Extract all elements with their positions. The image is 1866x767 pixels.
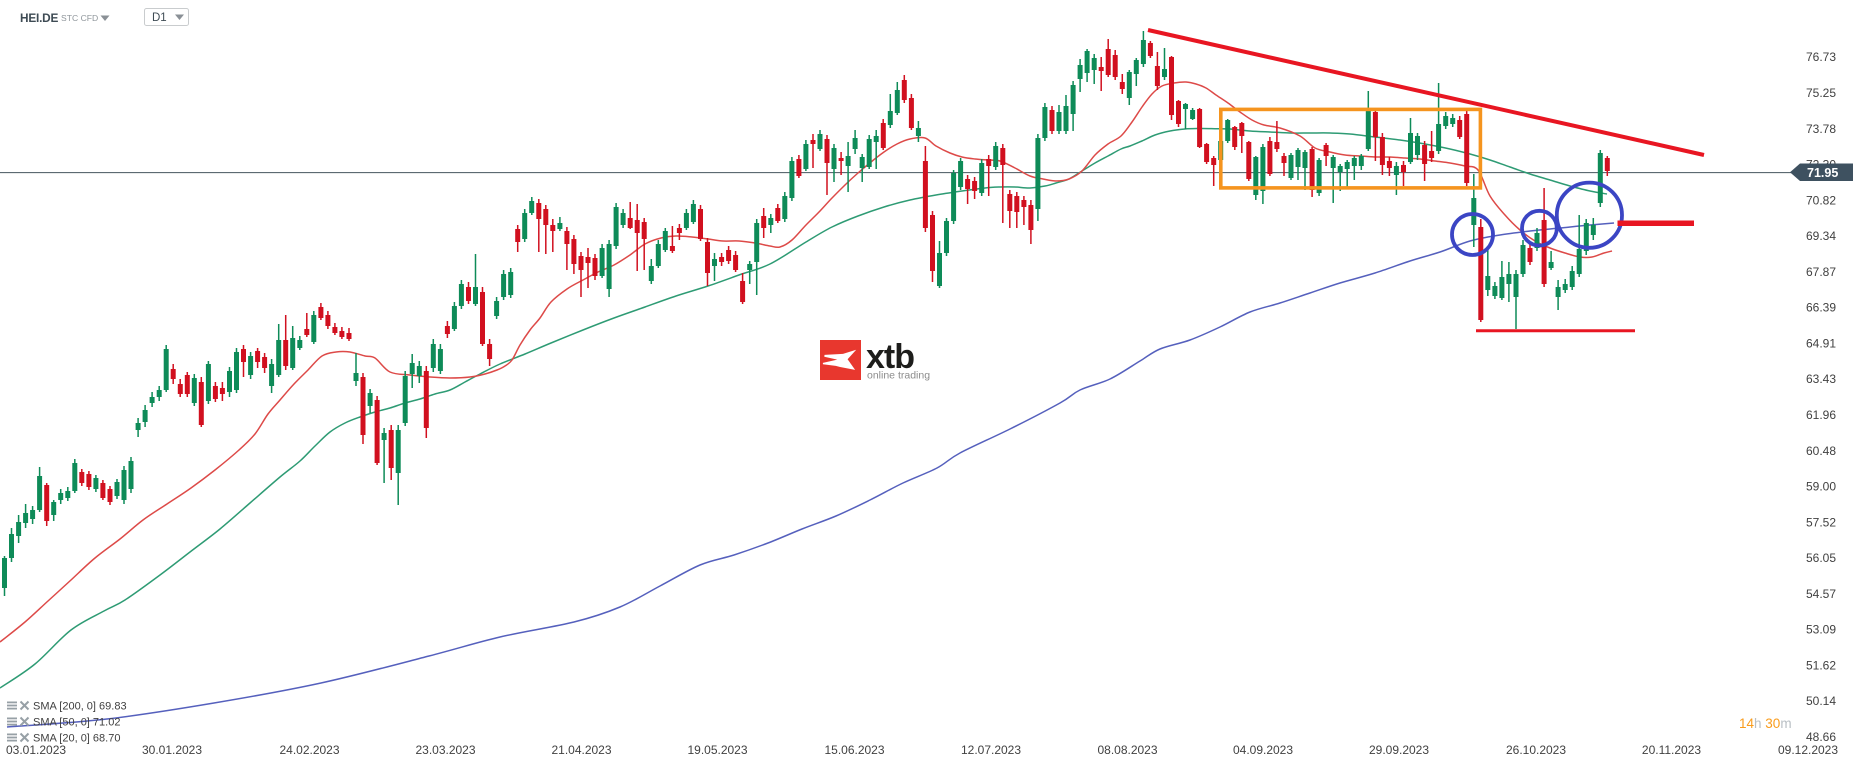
svg-text:08.08.2023: 08.08.2023 xyxy=(1097,743,1157,757)
svg-text:50.14: 50.14 xyxy=(1806,694,1836,708)
svg-text:60.48: 60.48 xyxy=(1806,444,1836,458)
svg-text:57.52: 57.52 xyxy=(1806,515,1836,529)
svg-text:24.02.2023: 24.02.2023 xyxy=(279,743,339,757)
svg-text:xtb: xtb xyxy=(866,338,914,376)
svg-text:19.05.2023: 19.05.2023 xyxy=(687,743,747,757)
svg-text:12.07.2023: 12.07.2023 xyxy=(961,743,1021,757)
svg-text:70.82: 70.82 xyxy=(1806,193,1836,207)
svg-text:69.34: 69.34 xyxy=(1806,229,1836,243)
svg-text:66.39: 66.39 xyxy=(1806,301,1836,315)
svg-text:75.25: 75.25 xyxy=(1806,86,1836,100)
svg-text:64.91: 64.91 xyxy=(1806,336,1836,350)
svg-text:D1: D1 xyxy=(152,12,167,24)
svg-text:63.43: 63.43 xyxy=(1806,372,1836,386)
svg-text:71.95: 71.95 xyxy=(1807,166,1838,180)
svg-text:04.09.2023: 04.09.2023 xyxy=(1233,743,1293,757)
svg-text:09.12.2023: 09.12.2023 xyxy=(1778,743,1838,757)
svg-text:03.01.2023: 03.01.2023 xyxy=(6,743,66,757)
svg-text:30.01.2023: 30.01.2023 xyxy=(142,743,202,757)
svg-text:20.11.2023: 20.11.2023 xyxy=(1642,743,1701,757)
svg-text:59.00: 59.00 xyxy=(1806,480,1836,494)
svg-text:STC CFD: STC CFD xyxy=(61,13,98,23)
svg-text:SMA [50, 0] 71.02: SMA [50, 0] 71.02 xyxy=(33,717,120,729)
svg-text:15.06.2023: 15.06.2023 xyxy=(824,743,884,757)
svg-text:67.87: 67.87 xyxy=(1806,265,1836,279)
svg-text:14h 30m: 14h 30m xyxy=(1739,716,1792,731)
svg-text:SMA [200, 0] 69.83: SMA [200, 0] 69.83 xyxy=(33,701,127,713)
svg-text:76.73: 76.73 xyxy=(1806,50,1836,64)
svg-text:56.05: 56.05 xyxy=(1806,551,1836,565)
svg-text:48.66: 48.66 xyxy=(1806,730,1836,744)
svg-text:HEI.DE: HEI.DE xyxy=(20,11,58,25)
svg-text:online trading: online trading xyxy=(867,370,930,382)
svg-text:29.09.2023: 29.09.2023 xyxy=(1369,743,1429,757)
svg-text:21.04.2023: 21.04.2023 xyxy=(551,743,611,757)
svg-text:51.62: 51.62 xyxy=(1806,658,1836,672)
svg-text:73.78: 73.78 xyxy=(1806,122,1836,136)
svg-text:23.03.2023: 23.03.2023 xyxy=(415,743,475,757)
svg-text:61.96: 61.96 xyxy=(1806,408,1836,422)
svg-text:53.09: 53.09 xyxy=(1806,623,1836,637)
svg-text:SMA [20, 0] 68.70: SMA [20, 0] 68.70 xyxy=(33,733,120,745)
svg-text:26.10.2023: 26.10.2023 xyxy=(1506,743,1566,757)
svg-text:54.57: 54.57 xyxy=(1806,587,1836,601)
